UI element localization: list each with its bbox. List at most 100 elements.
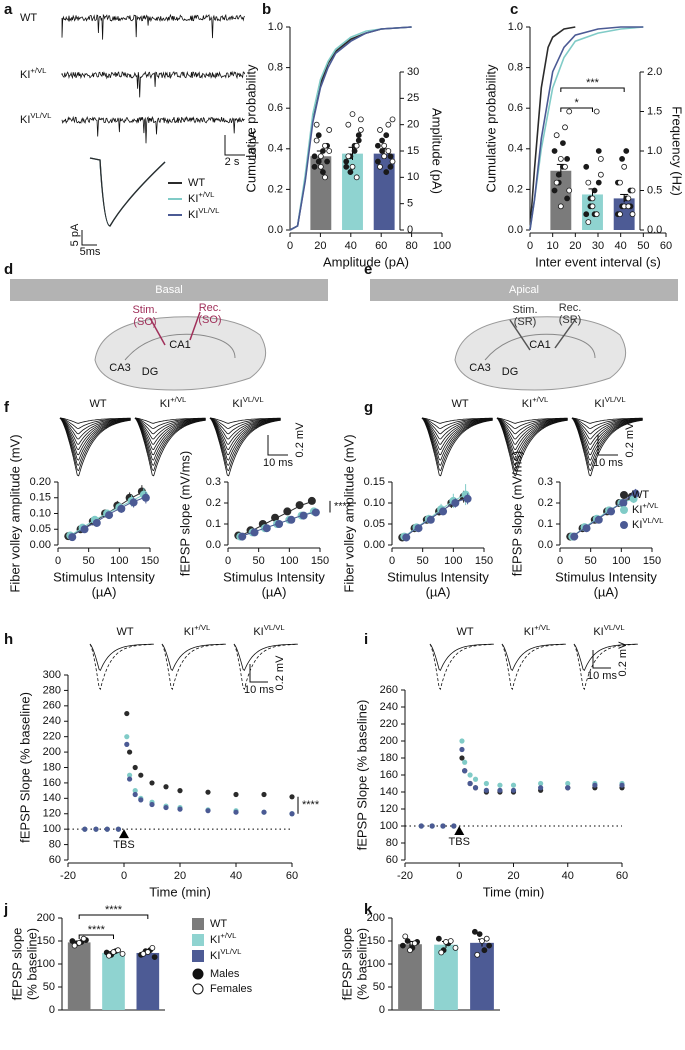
group-name: WT [632, 489, 649, 501]
x-tick-label: 20 [314, 240, 326, 252]
x-tick-label: 20 [569, 240, 581, 252]
fepsp-trace [134, 417, 206, 435]
data-point [317, 153, 324, 160]
ltp-trace [89, 643, 154, 691]
x-tick-label: 0 [287, 240, 293, 252]
data-point [93, 826, 99, 832]
y-tick-label: 260 [380, 684, 398, 696]
fepsp-trace [421, 417, 493, 445]
fepsp-trace [571, 417, 643, 429]
y-tick-label: 0.10 [30, 507, 51, 519]
data-point [562, 163, 568, 170]
banner-title: Apical [509, 284, 539, 296]
data-point [570, 532, 579, 541]
fepsp-trace [209, 417, 281, 477]
data-point [119, 950, 126, 957]
data-point [387, 163, 394, 170]
fepsp-trace [421, 417, 493, 429]
legend-swatch [192, 918, 204, 930]
data-point [462, 768, 468, 774]
x-tick-label: 30 [592, 240, 604, 252]
ltp-trace [89, 643, 154, 672]
ltp-trace [501, 643, 566, 672]
bar [470, 942, 494, 1010]
label: (SR) [514, 316, 537, 328]
y-tick-label: 0.4 [268, 143, 283, 155]
x-tick-label: -20 [60, 870, 76, 882]
y-axis-label: fEPSP slope [9, 928, 24, 1001]
x-tick-label: 100 [444, 555, 462, 567]
y-axis-label: Frequency (Hz) [670, 106, 685, 196]
group-label: WT [188, 177, 205, 189]
data-point [205, 808, 211, 814]
scale-label: 0.2 mV [274, 655, 286, 691]
group-sup: VL/VL [220, 947, 242, 956]
x-tick-label: 0 [456, 870, 462, 882]
data-point [289, 794, 295, 800]
y-tick-label: 1.0 [647, 145, 662, 157]
y-tick-label: 0.15 [364, 476, 385, 488]
banner [10, 279, 328, 301]
data-point [299, 511, 308, 520]
x-tick-label: 20 [507, 870, 519, 882]
data-point [261, 809, 267, 815]
data-point [80, 935, 87, 942]
y-tick-label: 0 [379, 1004, 385, 1016]
data-point [357, 127, 364, 133]
ltp-trace [429, 643, 494, 672]
group-sup: +/VL [220, 931, 237, 940]
bar [342, 153, 363, 230]
data-point [595, 179, 602, 186]
x-tick-label: 100 [110, 555, 128, 567]
data-point [438, 949, 445, 956]
y-tick-label: 0.3 [538, 476, 553, 488]
y-tick-label: 0.0 [647, 224, 662, 236]
data-point [591, 187, 598, 194]
group-name: KI [160, 398, 170, 410]
data-point [80, 525, 89, 534]
group-sup: +/VL [198, 190, 215, 199]
data-point [322, 142, 328, 149]
y-tick-label: 25 [407, 92, 419, 104]
fepsp-trace [421, 417, 493, 477]
data-point [313, 137, 320, 144]
legend-marker [192, 968, 204, 980]
group-name: WT [20, 12, 37, 24]
group-sup: +/VL [534, 623, 551, 632]
data-point [538, 785, 544, 791]
region-label: CA3 [469, 362, 490, 374]
fepsp-trace [59, 417, 131, 461]
data-point [374, 158, 381, 165]
fepsp-trace [496, 417, 568, 435]
data-point [149, 945, 156, 951]
group-sup: VL/VL [30, 111, 52, 120]
y-tick-label: 0.10 [364, 497, 385, 509]
tbs-arrow [454, 826, 465, 835]
data-point [625, 195, 632, 202]
data-point [407, 947, 413, 954]
data-point [349, 111, 356, 118]
x-axis-label: (µA) [594, 584, 619, 599]
data-point [617, 211, 623, 218]
data-point [557, 155, 564, 162]
legend-marker [620, 506, 628, 514]
data-point [177, 806, 183, 812]
bar [67, 942, 91, 1010]
fepsp-trace [496, 417, 568, 445]
data-point [625, 203, 632, 210]
scale-bar [267, 435, 288, 456]
data-point [76, 939, 83, 946]
data-point [619, 155, 625, 162]
fepsp-trace [496, 417, 568, 429]
data-point [233, 809, 239, 815]
data-point [497, 787, 503, 793]
data-point [69, 938, 76, 944]
y-tick-label: 0.8 [508, 62, 523, 74]
group-label: KIVL/VL [20, 111, 52, 126]
y-tick-label: 0.00 [30, 539, 51, 551]
group-label: WT [456, 626, 473, 638]
ltp-trace [501, 643, 566, 691]
scale-label: 0.2 mV [617, 641, 629, 677]
x-tick-label: 10 [547, 240, 559, 252]
